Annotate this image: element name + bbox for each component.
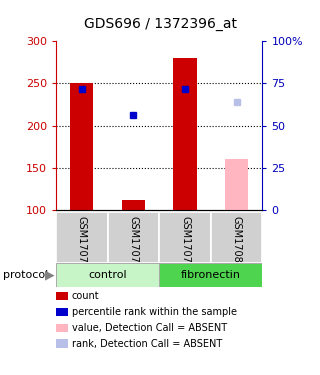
Bar bbox=[159, 212, 211, 262]
Bar bbox=[56, 262, 159, 287]
Bar bbox=[173, 58, 196, 210]
Bar bbox=[122, 200, 145, 210]
Text: percentile rank within the sample: percentile rank within the sample bbox=[72, 307, 237, 317]
Text: GDS696 / 1372396_at: GDS696 / 1372396_at bbox=[84, 17, 236, 32]
Bar bbox=[211, 212, 262, 262]
Bar bbox=[159, 262, 262, 287]
Text: GSM17079: GSM17079 bbox=[180, 216, 190, 269]
Bar bbox=[108, 212, 159, 262]
Text: count: count bbox=[72, 291, 100, 301]
Text: GSM17077: GSM17077 bbox=[77, 216, 87, 269]
Bar bbox=[225, 159, 248, 210]
Text: protocol: protocol bbox=[3, 270, 48, 280]
Text: rank, Detection Call = ABSENT: rank, Detection Call = ABSENT bbox=[72, 339, 222, 348]
Text: ▶: ▶ bbox=[45, 268, 54, 281]
Text: control: control bbox=[88, 270, 127, 280]
Text: GSM17080: GSM17080 bbox=[232, 216, 242, 269]
Bar bbox=[56, 212, 108, 262]
Text: value, Detection Call = ABSENT: value, Detection Call = ABSENT bbox=[72, 323, 227, 333]
Bar bbox=[70, 84, 93, 210]
Text: GSM17078: GSM17078 bbox=[128, 216, 139, 269]
Text: fibronectin: fibronectin bbox=[181, 270, 241, 280]
